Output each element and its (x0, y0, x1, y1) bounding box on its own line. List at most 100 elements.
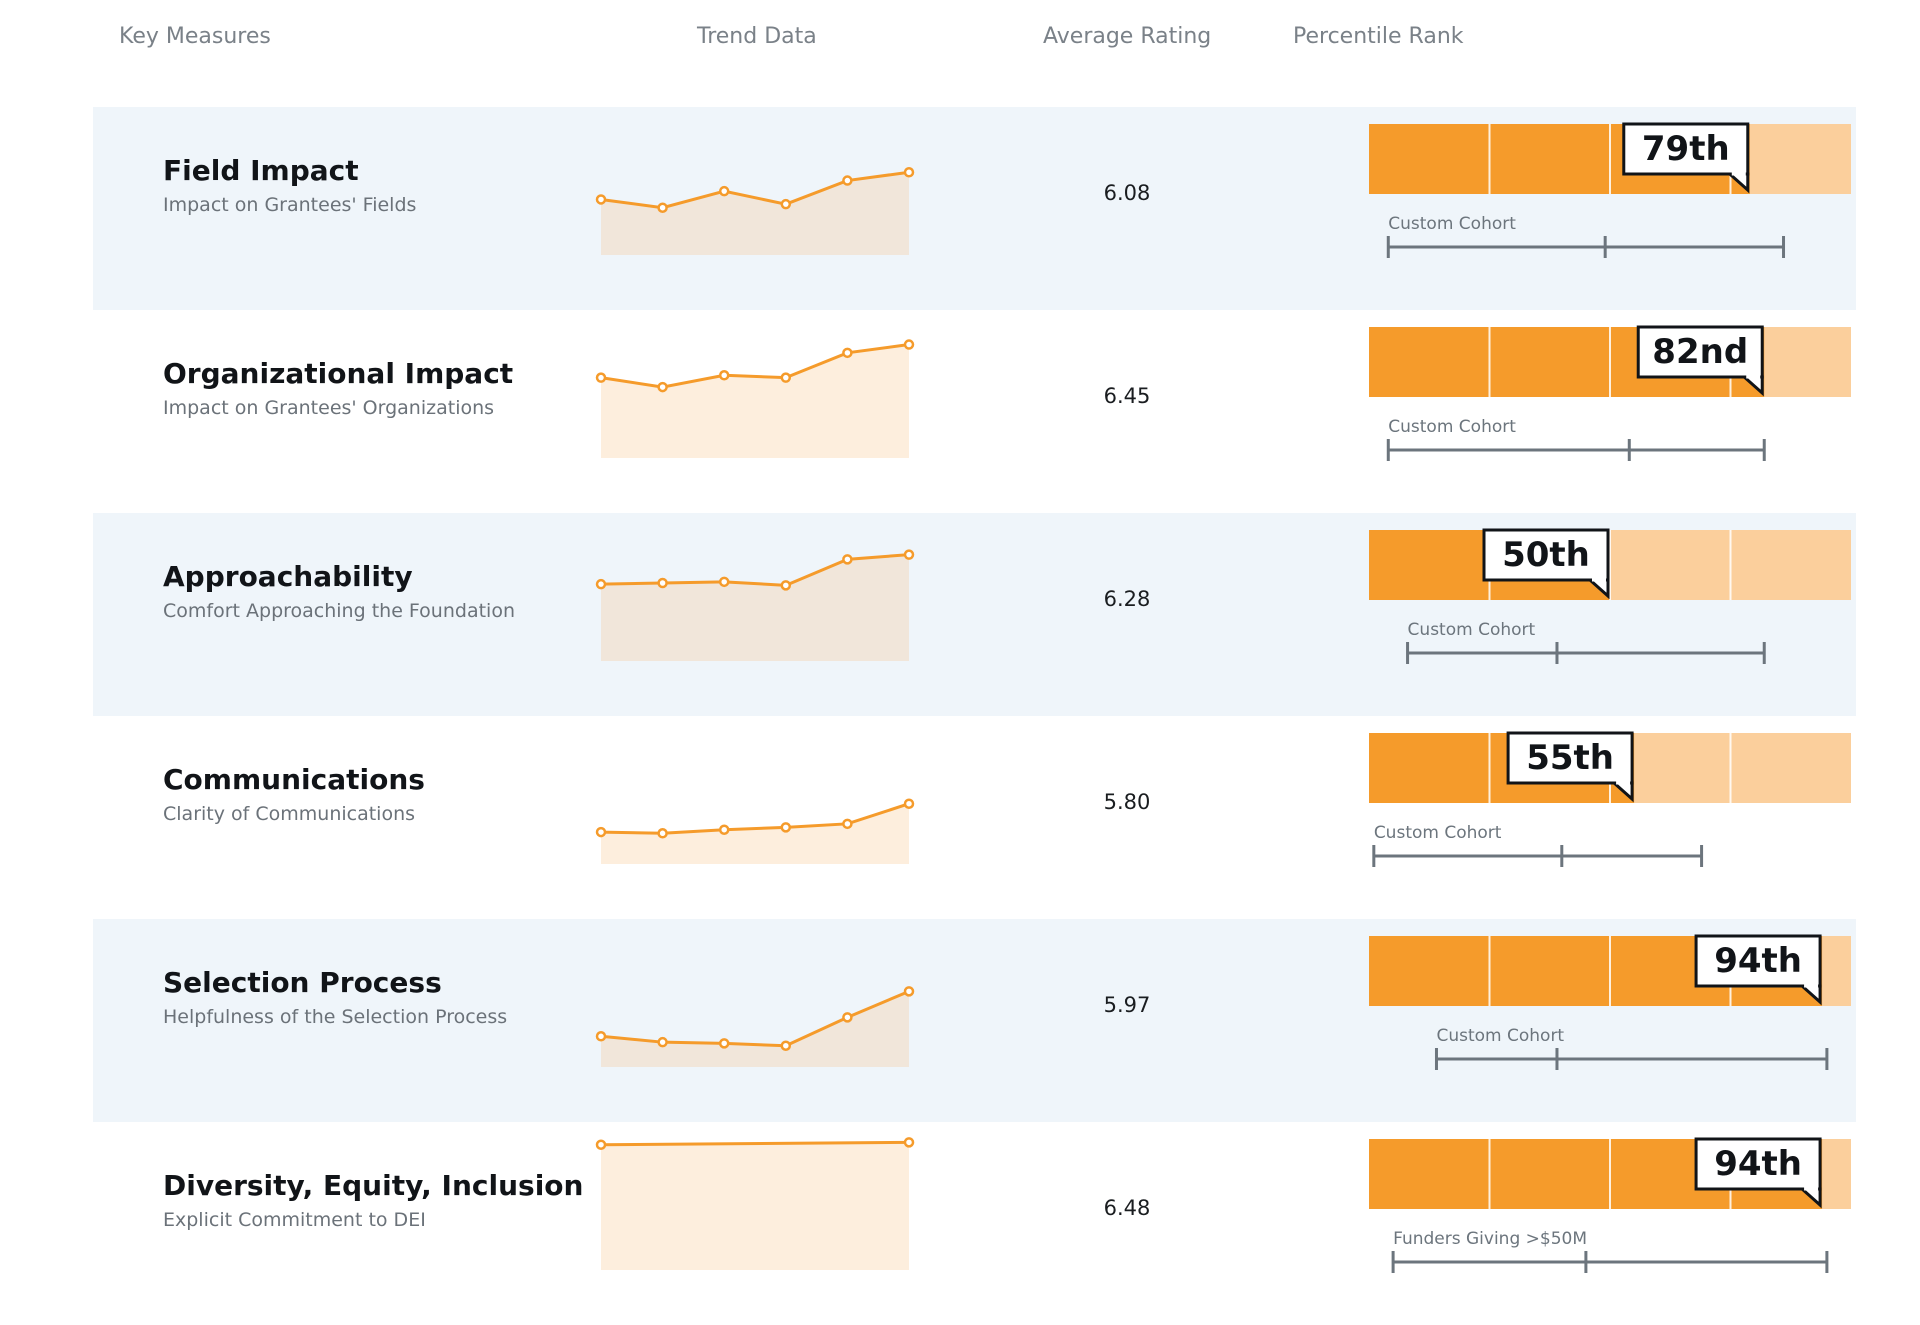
percentile-label: 79th (1642, 129, 1730, 169)
trend-point (842, 347, 853, 359)
trend-area (601, 991, 909, 1067)
trend-point (718, 185, 730, 197)
average-rating-value: 6.08 (1103, 181, 1151, 205)
average-rating-value: 5.80 (1103, 790, 1151, 814)
measure-title: Field Impact (163, 154, 359, 187)
trend-point (903, 167, 915, 178)
column-header-trend-data: Trend Data (697, 24, 817, 49)
cohort-label: Custom Cohort (1388, 214, 1516, 234)
trend-line (600, 1140, 910, 1147)
trend-point (842, 554, 853, 565)
cohort-label: Custom Cohort (1374, 823, 1502, 843)
percentile-chart: 94th Funders Giving >$50M (1369, 1137, 1851, 1273)
measure-row: Selection Process Helpfulness of the Sele… (93, 919, 1856, 1122)
percentile-callout (1482, 528, 1610, 582)
percentile-label: 82nd (1652, 332, 1748, 372)
trend-point (842, 1012, 853, 1023)
percentile-label: 94th (1714, 1144, 1802, 1184)
average-rating-value: 6.48 (1103, 1196, 1151, 1220)
trend-point (657, 202, 668, 213)
trend-point (718, 824, 730, 835)
cohort-label: Custom Cohort (1408, 620, 1536, 640)
trend-point (718, 1038, 730, 1049)
trend-point (780, 198, 792, 210)
trend-point (595, 372, 607, 383)
cohort-label: Custom Cohort (1436, 1026, 1564, 1046)
percentile-chart: 82nd Custom Cohort (1369, 325, 1851, 461)
trend-point (780, 1040, 792, 1051)
percentile-callout (1694, 934, 1822, 988)
trend-sparkline (595, 549, 915, 661)
trend-point (657, 577, 668, 589)
trend-point (780, 372, 792, 383)
trend-area (601, 172, 909, 255)
percentile-callout (1694, 1137, 1822, 1191)
trend-line (600, 802, 910, 835)
trend-point (595, 826, 607, 838)
trend-point (657, 828, 668, 839)
trend-point (595, 1031, 607, 1042)
trend-point (903, 986, 915, 997)
measure-title: Approachability (163, 560, 413, 593)
trend-area (601, 344, 909, 458)
cohort-label: Funders Giving >$50M (1393, 1229, 1587, 1249)
trend-point (718, 370, 730, 381)
percentile-callout (1636, 325, 1764, 379)
percentile-callout (1622, 122, 1750, 176)
measure-row: Approachability Comfort Approaching the F… (93, 513, 1856, 716)
measure-row: Organizational Impact Impact on Grantees'… (93, 310, 1856, 513)
trend-area (601, 554, 909, 661)
trend-sparkline (595, 1137, 915, 1270)
trend-area (601, 1142, 909, 1270)
trend-sparkline (595, 167, 915, 255)
percentile-chart: 50th Custom Cohort (1369, 528, 1851, 664)
trend-sparkline (595, 986, 915, 1067)
trend-area (601, 803, 909, 864)
trend-point (903, 339, 915, 350)
trend-sparkline (595, 339, 915, 458)
percentile-label: 55th (1526, 738, 1614, 778)
trend-point (842, 818, 853, 830)
percentile-label: 50th (1502, 535, 1590, 575)
trend-point (595, 194, 607, 205)
measure-subtitle: Impact on Grantees' Organizations (163, 397, 495, 419)
average-rating-value: 5.97 (1103, 993, 1151, 1017)
percentile-chart: 79th Custom Cohort (1369, 122, 1851, 258)
trend-sparkline (595, 798, 915, 864)
percentile-chart: 94th Custom Cohort (1369, 934, 1851, 1070)
trend-point (903, 1137, 915, 1148)
measure-title: Organizational Impact (163, 357, 514, 390)
average-rating-value: 6.28 (1103, 587, 1151, 611)
measure-title: Communications (163, 763, 425, 796)
trend-point (780, 580, 792, 591)
trend-point (595, 578, 607, 590)
measure-title: Selection Process (163, 966, 442, 999)
trend-point (780, 822, 792, 833)
measure-subtitle: Comfort Approaching the Foundation (163, 600, 515, 622)
measure-title: Diversity, Equity, Inclusion (163, 1169, 584, 1202)
trend-point (718, 576, 730, 588)
trend-point (903, 549, 915, 560)
measure-subtitle: Clarity of Communications (163, 803, 416, 825)
trend-point (657, 1036, 668, 1048)
measure-row: Communications Clarity of Communications 5… (93, 716, 1856, 919)
trend-line (600, 553, 910, 587)
cohort-label: Custom Cohort (1388, 417, 1516, 437)
measure-subtitle: Impact on Grantees' Fields (163, 194, 417, 216)
percentile-chart: 55th Custom Cohort (1369, 731, 1851, 867)
trend-point (595, 1139, 607, 1150)
percentile-callout (1506, 731, 1634, 785)
trend-point (903, 798, 915, 809)
trend-line (600, 989, 910, 1048)
percentile-label: 94th (1714, 941, 1802, 981)
trend-point (842, 175, 853, 186)
column-header-key-measures: Key Measures (119, 24, 271, 49)
trend-line (600, 343, 910, 389)
measure-subtitle: Explicit Commitment to DEI (163, 1209, 426, 1231)
trend-point (657, 381, 668, 393)
trend-line (600, 170, 910, 210)
average-rating-value: 6.45 (1103, 384, 1151, 408)
column-header-average-rating: Average Rating (1043, 24, 1212, 49)
measure-row: Field Impact Impact on Grantees' Fields 6.… (93, 107, 1856, 310)
measure-row: Diversity, Equity, Inclusion Explicit Com… (93, 1122, 1856, 1325)
